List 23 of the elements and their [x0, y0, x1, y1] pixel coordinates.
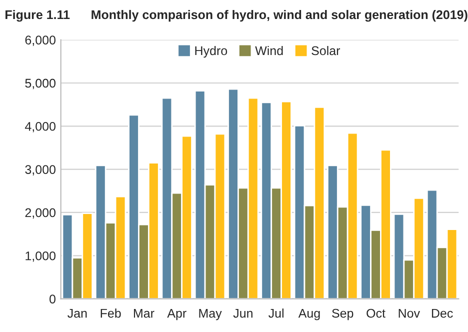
x-tick-label: Sep — [332, 308, 354, 320]
chart-title: Figure 1.11 Monthly comparison of hydro, wind and solar generation (2019) — [6, 10, 468, 22]
x-tick-label: Dec — [432, 308, 453, 318]
x-tick-label: Nov — [398, 308, 420, 318]
y-tick-label: 0 — [50, 294, 56, 304]
x-tick-label: Aug — [298, 308, 320, 320]
y-tick-label: 6,000 — [25, 36, 56, 46]
y-tick-label: 1,000 — [26, 251, 56, 262]
y-tick-label: 4,000 — [24, 122, 56, 132]
legend-label: Solar — [312, 46, 340, 56]
y-tick-label: 3,000 — [25, 165, 56, 176]
x-tick-label: Jan — [68, 308, 87, 318]
x-tick-label: Oct — [366, 308, 386, 318]
x-tick-label: Apr — [167, 308, 186, 320]
y-tick-label: 5,000 — [25, 78, 56, 90]
x-tick-label: Jul — [268, 308, 284, 318]
x-tick-label: Feb — [100, 308, 121, 318]
x-tick-label: Jun — [233, 308, 252, 318]
x-tick-label: May — [199, 308, 222, 320]
legend-label: Hydro — [195, 46, 228, 58]
legend-label: Wind — [255, 46, 283, 56]
y-tick-label: 2,000 — [25, 208, 56, 219]
x-tick-label: Mar — [134, 308, 154, 318]
